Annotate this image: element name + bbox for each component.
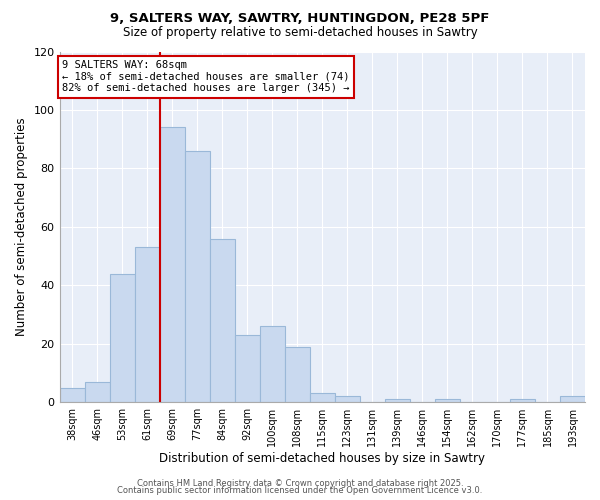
Bar: [510, 400, 535, 402]
Y-axis label: Number of semi-detached properties: Number of semi-detached properties: [15, 118, 28, 336]
Bar: [185, 151, 209, 402]
Text: 9 SALTERS WAY: 68sqm
← 18% of semi-detached houses are smaller (74)
82% of semi-: 9 SALTERS WAY: 68sqm ← 18% of semi-detac…: [62, 60, 350, 94]
Bar: [110, 274, 134, 402]
Text: Contains HM Land Registry data © Crown copyright and database right 2025.: Contains HM Land Registry data © Crown c…: [137, 478, 463, 488]
Bar: [134, 248, 160, 402]
Text: Size of property relative to semi-detached houses in Sawtry: Size of property relative to semi-detach…: [122, 26, 478, 39]
Bar: [310, 394, 335, 402]
Bar: [335, 396, 360, 402]
Bar: [160, 128, 185, 402]
Bar: [385, 400, 410, 402]
Bar: [560, 396, 585, 402]
Bar: [209, 238, 235, 402]
Text: Contains public sector information licensed under the Open Government Licence v3: Contains public sector information licen…: [118, 486, 482, 495]
Bar: [235, 335, 260, 402]
Bar: [85, 382, 110, 402]
Bar: [59, 388, 85, 402]
X-axis label: Distribution of semi-detached houses by size in Sawtry: Distribution of semi-detached houses by …: [159, 452, 485, 465]
Text: 9, SALTERS WAY, SAWTRY, HUNTINGDON, PE28 5PF: 9, SALTERS WAY, SAWTRY, HUNTINGDON, PE28…: [110, 12, 490, 26]
Bar: [260, 326, 285, 402]
Bar: [435, 400, 460, 402]
Bar: [285, 346, 310, 402]
